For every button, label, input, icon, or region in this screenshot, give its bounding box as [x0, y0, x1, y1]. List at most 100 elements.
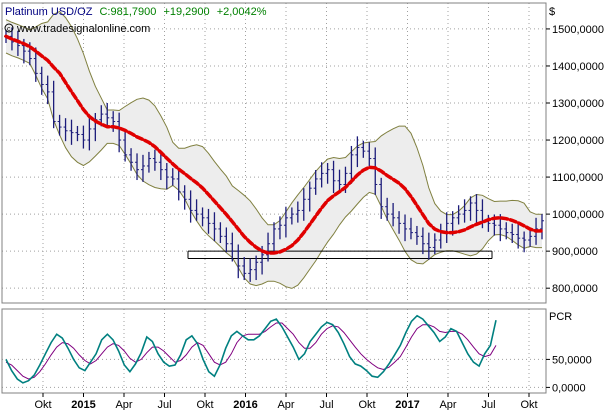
price-bar: [236, 244, 241, 279]
y-tick-label: 1400,0000: [552, 61, 604, 73]
price-bar: [146, 151, 151, 173]
price-bar: [152, 149, 157, 171]
price-bar: [385, 197, 390, 221]
source-label: www.tradesignalonline.com: [16, 23, 150, 35]
x-tick-label: Apr: [277, 399, 294, 410]
price-bar: [426, 232, 431, 260]
x-tick-label: Jul: [481, 399, 495, 410]
price-bar: [408, 217, 413, 240]
price-bar: [81, 125, 86, 149]
price-bar: [289, 207, 294, 225]
price-bar: [212, 212, 217, 242]
x-tick-label: 2015: [71, 399, 95, 410]
x-tick-label: Jul: [157, 399, 171, 410]
price-bar: [230, 232, 235, 262]
price-bar: [75, 125, 80, 142]
price-bar: [456, 205, 461, 225]
price-bar: [283, 206, 288, 238]
price-bar: [379, 177, 384, 219]
indicator-series-line: [5, 314, 497, 384]
price-bar: [516, 223, 521, 249]
price-bar: [200, 207, 205, 227]
price-bar: [403, 214, 408, 242]
indicator-label: PCR: [549, 311, 572, 323]
price-bar: [87, 117, 92, 151]
indicator-panel-frame: [1, 308, 547, 394]
price-bar: [158, 151, 163, 181]
price-bar: [63, 118, 68, 142]
price-bar: [188, 190, 193, 223]
price-bar: [301, 188, 306, 221]
price-bar: [462, 199, 467, 223]
price-bar: [504, 222, 509, 240]
price-bar: [313, 170, 318, 195]
price-unit-label: $: [549, 6, 555, 18]
indicator-series-line: [5, 322, 497, 380]
price-bar: [272, 222, 276, 253]
close-value: C:981,7900: [99, 6, 156, 18]
price-bar: [432, 233, 437, 255]
price-bar: [194, 199, 199, 221]
price-panel-frame: [1, 2, 547, 304]
price-bar: [337, 169, 342, 192]
price-bar: [414, 225, 419, 245]
price-bar: [57, 114, 62, 136]
price-bar: [420, 227, 425, 255]
price-bar: [45, 75, 50, 105]
price-bar: [105, 103, 110, 127]
price-bar: [176, 167, 181, 201]
price-bar: [373, 147, 378, 195]
price-bar: [540, 214, 544, 240]
instrument-name: Platinum USD/OZ: [5, 6, 93, 18]
price-bar: [69, 119, 74, 145]
price-bar: [129, 148, 134, 171]
price-bar: [248, 258, 253, 282]
chart-header: Platinum USD/OZ C:981,7900 +19,2900 +2,0…: [5, 6, 267, 18]
price-bar: [325, 163, 330, 184]
price-bar: [355, 136, 360, 168]
price-bar: [510, 223, 515, 243]
price-bar: [39, 66, 44, 95]
y-tick-label: 0,0000: [552, 382, 586, 394]
y-tick-label: 1200,0000: [552, 135, 604, 147]
price-bar: [206, 208, 211, 234]
price-bar: [349, 145, 354, 184]
price-bar: [140, 154, 145, 182]
price-bar: [468, 196, 473, 221]
y-tick-label: 1000,0000: [552, 209, 604, 221]
svg-text:c: c: [7, 26, 11, 33]
price-bar: [224, 227, 229, 253]
price-bar: [367, 142, 372, 168]
x-tick-label: Okt: [520, 399, 537, 410]
x-tick-label: 2016: [233, 399, 257, 410]
moving-average-line: [4, 34, 544, 255]
price-bar: [277, 216, 282, 240]
y-tick-label: 900,0000: [552, 246, 598, 258]
y-tick-label: 1300,0000: [552, 98, 604, 110]
y-tick-label: 1500,0000: [552, 24, 604, 36]
x-tick-label: Apr: [439, 399, 456, 410]
price-bar: [135, 153, 140, 181]
y-tick-label: 800,0000: [552, 283, 598, 295]
price-bar: [295, 201, 300, 223]
price-bar: [522, 231, 527, 253]
x-tick-label: Okt: [34, 399, 51, 410]
x-tick-label: Okt: [358, 399, 375, 410]
y-tick-label: 1100,0000: [552, 172, 603, 184]
price-bar: [474, 194, 479, 223]
price-bar: [123, 128, 128, 162]
change-percent: +2,0042%: [217, 6, 267, 18]
price-bar: [266, 232, 271, 262]
price-bar: [361, 140, 366, 158]
price-bar: [319, 162, 324, 188]
price-bar: [164, 163, 169, 190]
y-tick-label: 50,0000: [552, 354, 592, 366]
x-tick-label: Jul: [319, 399, 333, 410]
price-bar: [254, 255, 259, 281]
price-bar: [170, 168, 175, 186]
price-bar: [242, 257, 247, 281]
x-tick-label: Apr: [115, 399, 132, 410]
price-bar: [33, 47, 38, 82]
price-bar: [397, 211, 402, 234]
